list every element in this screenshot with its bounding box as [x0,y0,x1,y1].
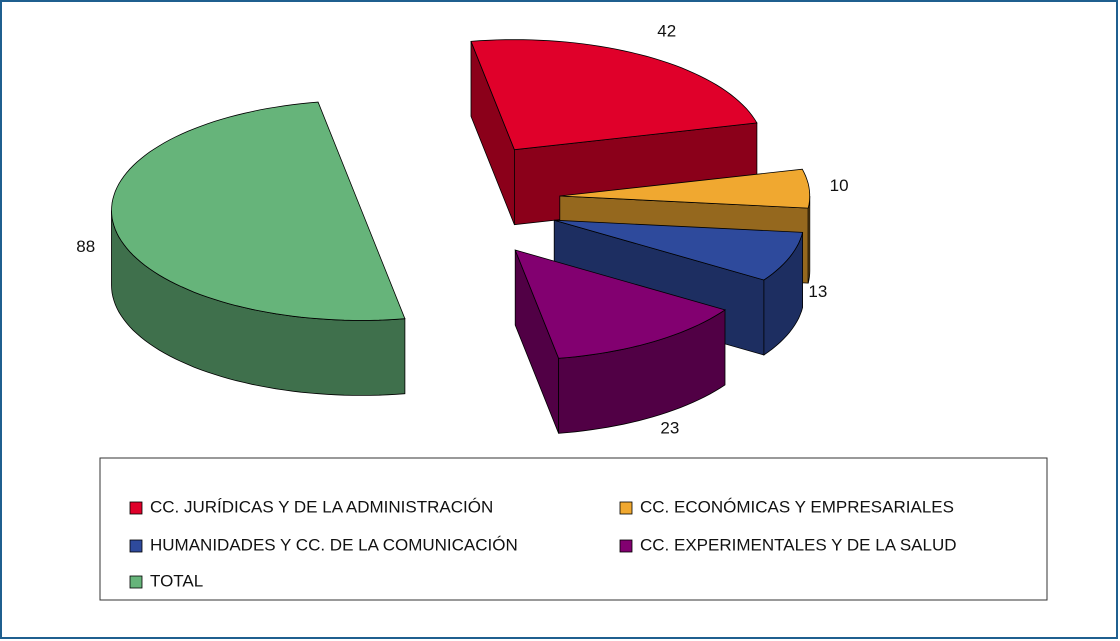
legend-label: CC. ECONÓMICAS Y EMPRESARIALES [640,497,954,516]
slice [554,219,804,281]
data-label: 88 [76,237,95,256]
data-label: 42 [657,22,676,41]
legend-swatch [129,501,143,515]
legend-swatch [129,539,143,553]
legend-box [99,457,1048,601]
slice [470,39,758,151]
data-label: 13 [808,282,827,301]
legend-swatch [619,501,633,515]
legend-label: HUMANIDADES Y CC. DE LA COMUNICACIÓN [150,535,518,554]
legend-label: TOTAL [150,571,203,590]
legend-swatch [619,539,633,553]
data-label: 10 [830,176,849,195]
legend-label: CC. EXPERIMENTALES Y DE LA SALUD [640,535,957,554]
legend-label: CC. JURÍDICAS Y DE LA ADMINISTRACIÓN [150,497,493,516]
slice [514,249,726,359]
legend-swatch [129,575,143,589]
slice-wall [807,195,811,284]
slice [111,101,406,321]
slice [559,168,811,209]
data-label: 23 [660,419,679,438]
